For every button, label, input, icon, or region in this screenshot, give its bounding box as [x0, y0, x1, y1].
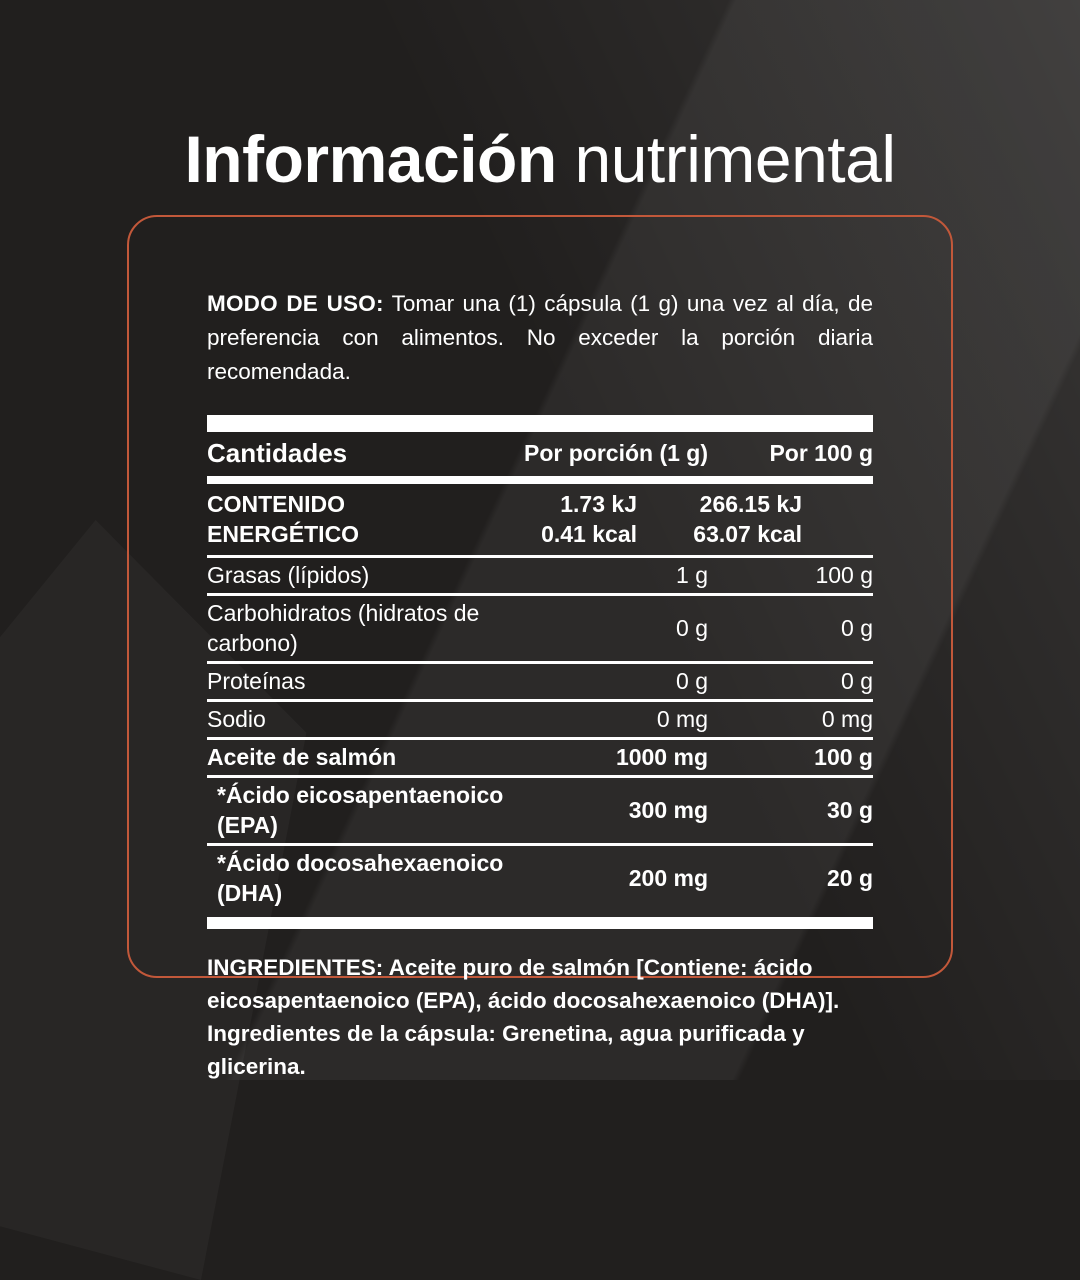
row-per-portion: 1 g [676, 562, 708, 588]
row-per-100: 0 g [841, 615, 873, 641]
table-row-salmon-oil: Aceite de salmón 1000 mg 100 g [207, 740, 873, 778]
row-label: Carbohidratos (hidratos de carbono) [207, 600, 480, 656]
ingredients-body: Aceite puro de salmón [Contiene: ácido e… [207, 955, 840, 1079]
table-row-proteins: Proteínas 0 g 0 g [207, 664, 873, 702]
row-per-100: 30 g [826, 797, 873, 823]
header-per-100g: Por 100 g [769, 440, 873, 466]
table-header-separator-bar [207, 476, 873, 484]
row-per-100: 100 g [815, 562, 873, 588]
row-per-100: 0 mg [821, 706, 873, 732]
row-per-portion: 0 mg [656, 706, 708, 732]
row-label: Sodio [207, 706, 266, 732]
table-row-fats: Grasas (lípidos) 1 g 100 g [207, 558, 873, 596]
row-per-portion: 1.73 kJ 0.41 kcal [541, 491, 637, 547]
table-row-dha: *Ácido docosahexaenoico (DHA) 200 mg 20 … [207, 846, 873, 912]
row-per-portion: 0 g [676, 615, 708, 641]
row-per-portion: 200 mg [628, 865, 708, 891]
row-per-100: 0 g [841, 668, 873, 694]
row-label: Aceite de salmón [207, 744, 397, 770]
row-label: Proteínas [207, 668, 306, 694]
row-label: *Ácido eicosapentaenoico (EPA) [217, 782, 504, 838]
row-per-portion: 0 g [676, 668, 708, 694]
nutrition-table: Cantidades Por porción (1 g) Por 100 g C… [207, 415, 873, 929]
row-label: Grasas (lípidos) [207, 562, 370, 588]
usage-text: Tomar una (1) cápsula (1 g) una vez al d… [207, 291, 873, 384]
header-quantities: Cantidades [207, 438, 348, 468]
nutrition-panel: MODO DE USO: Tomar una (1) cápsula (1 g)… [127, 215, 953, 1079]
ingredients-label: INGREDIENTES: [207, 955, 384, 980]
row-per-100: 100 g [814, 744, 873, 770]
row-per-100: 266.15 kJ 63.07 kcal [693, 491, 802, 547]
header-per-portion: Por porción (1 g) [524, 440, 708, 466]
row-label: CONTENIDO ENERGÉTICO [207, 491, 360, 547]
row-per-portion: 1000 mg [615, 744, 708, 770]
ingredients-text: INGREDIENTES: Aceite puro de salmón [Con… [207, 951, 873, 1083]
table-row-sodium: Sodio 0 mg 0 mg [207, 702, 873, 740]
row-per-100: 20 g [826, 865, 873, 891]
page-title: Información nutrimental [0, 122, 1080, 198]
table-header-row: Cantidades Por porción (1 g) Por 100 g [207, 432, 873, 476]
page-title-bold: Información [184, 122, 557, 197]
table-top-bar [207, 415, 873, 432]
table-row-energy: CONTENIDO ENERGÉTICO 1.73 kJ 0.41 kcal 2… [207, 484, 873, 558]
table-row-carbohydrates: Carbohidratos (hidratos de carbono) 0 g … [207, 596, 873, 664]
background-texture [0, 0, 1080, 1080]
page-title-light: nutrimental [574, 122, 897, 197]
usage-instructions: MODO DE USO: Tomar una (1) cápsula (1 g)… [207, 287, 873, 389]
row-per-portion: 300 mg [628, 797, 708, 823]
table-bottom-bar [207, 917, 873, 929]
table-row-epa: *Ácido eicosapentaenoico (EPA) 300 mg 30… [207, 778, 873, 846]
row-label: *Ácido docosahexaenoico (DHA) [217, 850, 504, 906]
usage-label: MODO DE USO: [207, 291, 384, 316]
